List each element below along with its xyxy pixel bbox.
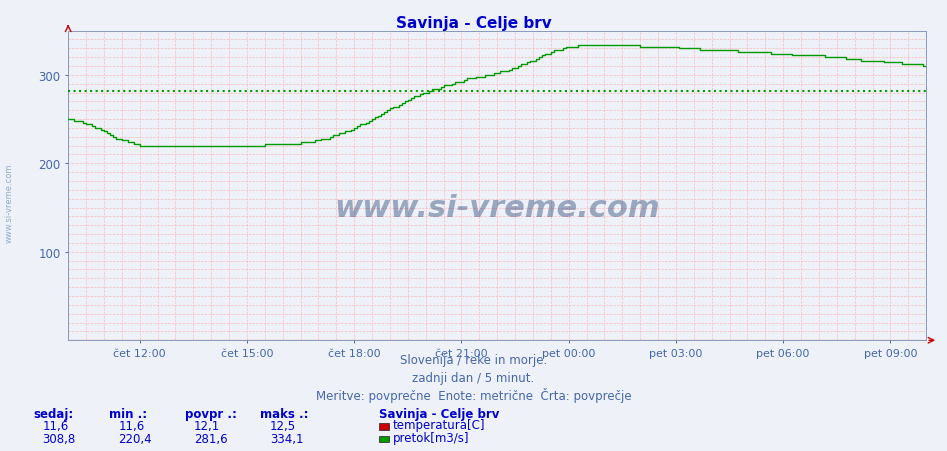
Text: 334,1: 334,1 xyxy=(270,432,303,445)
Text: povpr .:: povpr .: xyxy=(185,407,237,420)
Text: 11,6: 11,6 xyxy=(118,419,145,433)
Text: Slovenija / reke in morje.: Slovenija / reke in morje. xyxy=(400,353,547,366)
Text: www.si-vreme.com: www.si-vreme.com xyxy=(334,193,660,222)
Text: sedaj:: sedaj: xyxy=(33,407,74,420)
Text: zadnji dan / 5 minut.: zadnji dan / 5 minut. xyxy=(412,371,535,384)
Text: temperatura[C]: temperatura[C] xyxy=(393,419,486,432)
Text: pretok[m3/s]: pretok[m3/s] xyxy=(393,431,470,444)
Text: 12,5: 12,5 xyxy=(270,419,296,433)
Text: 12,1: 12,1 xyxy=(194,419,221,433)
Text: Savinja - Celje brv: Savinja - Celje brv xyxy=(379,407,499,420)
Text: 220,4: 220,4 xyxy=(118,432,152,445)
Text: 281,6: 281,6 xyxy=(194,432,228,445)
Text: maks .:: maks .: xyxy=(260,407,309,420)
Text: Savinja - Celje brv: Savinja - Celje brv xyxy=(396,16,551,31)
Text: 308,8: 308,8 xyxy=(43,432,76,445)
Text: 11,6: 11,6 xyxy=(43,419,69,433)
Text: Meritve: povprečne  Enote: metrične  Črta: povprečje: Meritve: povprečne Enote: metrične Črta:… xyxy=(315,387,632,402)
Text: min .:: min .: xyxy=(109,407,147,420)
Text: www.si-vreme.com: www.si-vreme.com xyxy=(5,163,14,243)
